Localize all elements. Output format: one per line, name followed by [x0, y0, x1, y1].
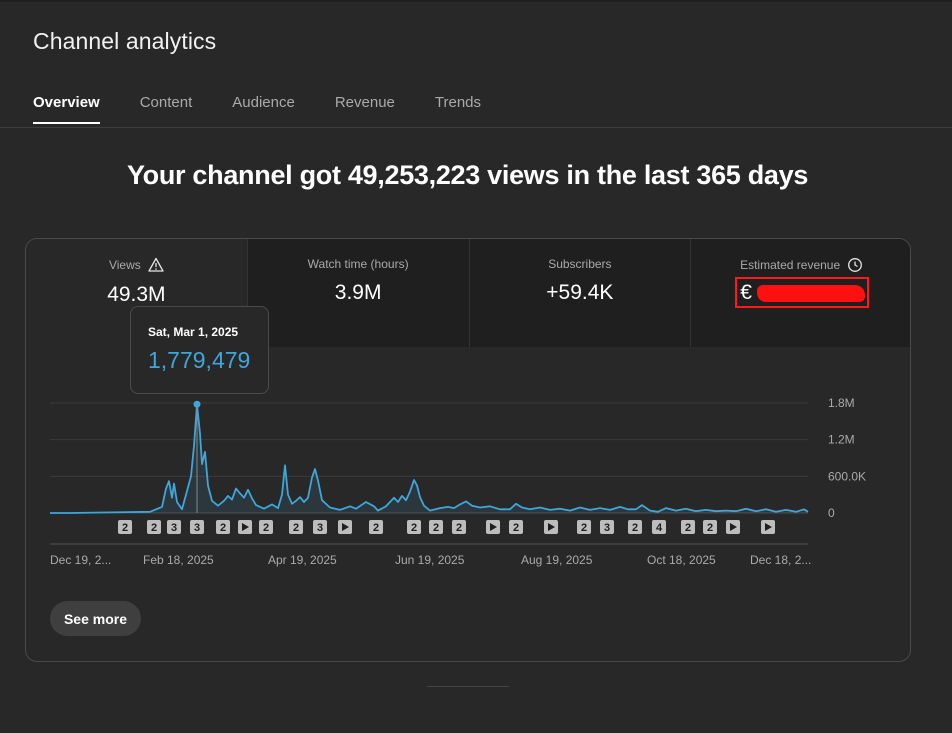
videos-published-count-marker[interactable]: 2 [216, 520, 230, 534]
metric-label: Watch time (hours) [307, 257, 409, 271]
metric-value: +59.4K [546, 281, 614, 304]
y-tick-label: 1.2M [828, 433, 855, 447]
marker-count: 3 [194, 522, 200, 534]
marker-count: 3 [171, 522, 177, 534]
marker-count: 2 [122, 522, 128, 534]
clock-icon[interactable] [847, 257, 863, 273]
marker-count: 2 [707, 522, 713, 534]
videos-published-count-marker[interactable]: 3 [600, 520, 614, 534]
marker-count: 2 [373, 522, 379, 534]
tooltip-date: Sat, Mar 1, 2025 [148, 325, 239, 339]
x-tick-label: Feb 18, 2025 [143, 553, 214, 567]
bottom-divider [427, 686, 509, 687]
videos-published-count-marker[interactable]: 2 [681, 520, 695, 534]
x-tick-label: Dec 19, 2... [50, 553, 111, 567]
x-tick-label: Oct 18, 2025 [647, 553, 716, 567]
chart-tooltip: Sat, Mar 1, 2025 1,779,479 [130, 306, 269, 394]
marker-count: 2 [685, 522, 691, 534]
play-icon [765, 523, 772, 531]
play-icon [548, 523, 555, 531]
marker-count: 2 [411, 522, 417, 534]
marker-count: 2 [632, 522, 638, 534]
x-tick-label: Jun 19, 2025 [395, 553, 465, 567]
marker-count: 2 [220, 522, 226, 534]
metric-value: 49.3M [107, 283, 166, 306]
hover-point [193, 400, 201, 408]
marker-count: 2 [581, 522, 587, 534]
tab-trends[interactable]: Trends [434, 94, 482, 111]
videos-published-count-marker[interactable]: 2 [407, 520, 421, 534]
videos-published-count-marker[interactable]: 2 [628, 520, 642, 534]
tooltip-value: 1,779,479 [148, 347, 251, 373]
see-more-button[interactable]: See more [50, 601, 141, 636]
metric-watch-time[interactable]: Watch time (hours) 3.9M [246, 239, 469, 347]
tab-content[interactable]: Content [139, 94, 193, 111]
marker-count: 2 [263, 522, 269, 534]
marker-count: 2 [513, 522, 519, 534]
y-tick-label: 600.0K [828, 469, 866, 483]
video-published-marker[interactable] [486, 520, 500, 534]
tabs-divider [0, 127, 952, 128]
views-line-chart[interactable]: 1.8M 1.2M 600.0K 0 2 2 3 3 2 2 2 3 2 2 2 2 2 2 3 2 4 2 2 Dec … [0, 380, 952, 580]
videos-published-count-marker[interactable]: 2 [452, 520, 466, 534]
marker-count: 3 [317, 522, 323, 534]
top-border [0, 0, 952, 2]
redacted-revenue-value: € [735, 277, 870, 308]
videos-published-count-marker[interactable]: 2 [703, 520, 717, 534]
videos-published-count-marker[interactable]: 2 [509, 520, 523, 534]
summary-headline: Your channel got 49,253,223 views in the… [126, 160, 809, 190]
video-published-marker[interactable] [338, 520, 352, 534]
page-title: Channel analytics [33, 28, 217, 54]
video-published-marker[interactable] [761, 520, 775, 534]
x-tick-label: Aug 19, 2025 [521, 553, 593, 567]
y-tick-label: 1.8M [828, 396, 855, 410]
play-icon [730, 523, 737, 531]
tab-revenue[interactable]: Revenue [334, 94, 395, 111]
y-tick-label: 0 [828, 506, 835, 520]
tab-audience[interactable]: Audience [232, 94, 295, 111]
marker-count: 2 [433, 522, 439, 534]
play-icon [490, 523, 497, 531]
videos-published-count-marker[interactable]: 3 [167, 520, 181, 534]
videos-published-count-marker[interactable]: 2 [429, 520, 443, 534]
analytics-card: Views 49.3M Watch time (hours) 3.9M Subs… [25, 238, 911, 662]
marker-count: 2 [456, 522, 462, 534]
video-published-marker[interactable] [726, 520, 740, 534]
x-tick-label: Apr 19, 2025 [268, 553, 337, 567]
marker-count: 4 [656, 522, 663, 534]
warning-icon[interactable] [148, 257, 164, 273]
metric-label: Subscribers [548, 257, 612, 271]
marker-count: 2 [293, 522, 299, 534]
videos-published-count-marker[interactable]: 2 [289, 520, 303, 534]
videos-published-count-marker[interactable]: 2 [369, 520, 383, 534]
currency-symbol: € [740, 281, 752, 304]
series-line [50, 403, 809, 514]
tab-bar: Overview Content Audience Revenue Trends [33, 94, 521, 124]
videos-published-count-marker[interactable]: 2 [118, 520, 132, 534]
metric-estimated-revenue[interactable]: Estimated revenue € [690, 239, 910, 347]
play-icon [242, 523, 249, 531]
play-icon [342, 523, 349, 531]
tab-overview[interactable]: Overview [33, 94, 100, 124]
videos-published-count-marker[interactable]: 2 [577, 520, 591, 534]
videos-published-count-marker[interactable]: 2 [147, 520, 161, 534]
metric-tabs: Views 49.3M Watch time (hours) 3.9M Subs… [26, 239, 910, 347]
metric-label: Views [108, 258, 141, 272]
video-published-marker[interactable] [544, 520, 558, 534]
metric-label: Estimated revenue [740, 258, 841, 272]
videos-published-count-marker[interactable]: 4 [652, 520, 666, 534]
video-published-marker[interactable] [238, 520, 252, 534]
metric-subscribers[interactable]: Subscribers +59.4K [468, 239, 691, 347]
videos-published-count-marker[interactable]: 3 [190, 520, 204, 534]
metric-value: 3.9M [334, 281, 382, 304]
videos-published-count-marker[interactable]: 3 [313, 520, 327, 534]
videos-published-count-marker[interactable]: 2 [259, 520, 273, 534]
marker-count: 2 [151, 522, 157, 534]
x-tick-label: Dec 18, 2... [750, 553, 811, 567]
marker-count: 3 [604, 522, 610, 534]
redaction-mark [757, 285, 866, 302]
